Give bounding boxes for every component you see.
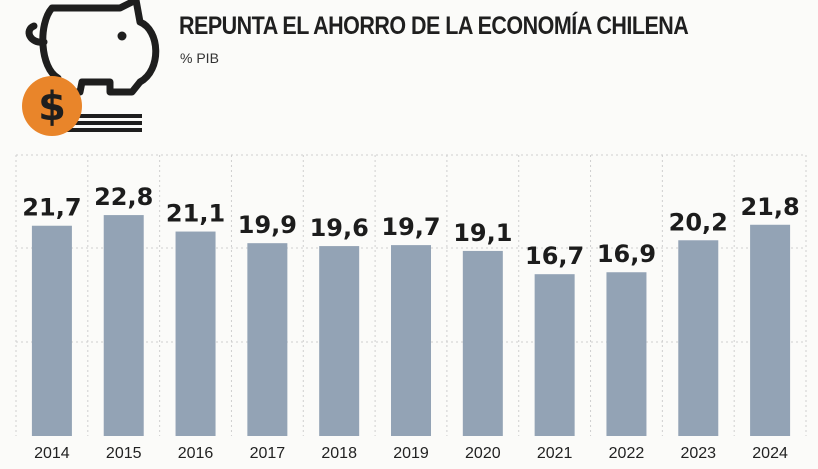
x-tick-2016: 2016 [178, 445, 214, 462]
bar-2024 [750, 224, 791, 436]
value-label-2024: 21,8 [740, 193, 799, 221]
bar-series [31, 215, 791, 436]
bar-2022 [606, 272, 647, 436]
value-labels: 21,7 22,8 21,1 19,9 19,6 19,7 19,1 16,7 16,9 20,2… [22, 183, 799, 270]
bar-2021 [534, 274, 575, 436]
value-label-2015: 22,8 [94, 183, 153, 211]
x-tick-2015: 2015 [106, 445, 142, 462]
x-axis-ticks: 2014 2015 2016 2017 2018 2019 2020 2021 2022 2023… [34, 445, 788, 462]
bar-2015 [103, 215, 144, 436]
bar-2018 [319, 246, 360, 436]
x-tick-2017: 2017 [250, 445, 286, 462]
bar-2014 [31, 225, 72, 436]
x-tick-2018: 2018 [321, 445, 357, 462]
x-tick-2019: 2019 [393, 445, 429, 462]
value-label-2016: 21,1 [166, 200, 225, 228]
value-label-2022: 16,9 [597, 240, 656, 268]
x-tick-2024: 2024 [752, 445, 788, 462]
chart-subtitle: % PIB [180, 50, 219, 66]
x-tick-2023: 2023 [680, 445, 716, 462]
x-tick-2014: 2014 [34, 445, 70, 462]
value-label-2017: 19,9 [238, 211, 297, 239]
x-tick-2022: 2022 [609, 445, 645, 462]
value-label-2018: 19,6 [310, 214, 369, 242]
value-label-2021: 16,7 [525, 242, 584, 270]
bar-2023 [678, 240, 719, 436]
bar-2020 [462, 250, 503, 436]
value-label-2023: 20,2 [669, 208, 728, 236]
bar-2017 [247, 243, 288, 436]
value-label-2014: 21,7 [22, 194, 81, 222]
value-label-2020: 19,1 [453, 219, 512, 247]
chart-title: REPUNTA EL AHORRO DE LA ECONOMÍA CHILENA [179, 12, 689, 40]
dollar-symbol: $ [38, 84, 66, 130]
x-tick-2021: 2021 [537, 445, 573, 462]
value-label-2019: 19,7 [381, 213, 440, 241]
piggy-bank-dollar-coin-icon: $ [22, 0, 160, 136]
bar-2019 [391, 245, 431, 436]
x-tick-2020: 2020 [465, 445, 501, 462]
bar-2016 [175, 231, 216, 436]
